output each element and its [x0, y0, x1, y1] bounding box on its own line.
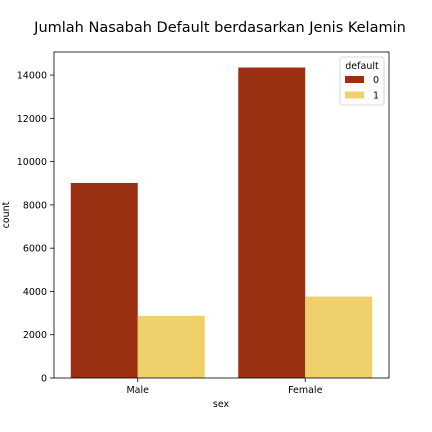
y-tick-label: 12000	[17, 114, 47, 125]
y-tick-label: 10000	[17, 157, 47, 168]
bars-group	[70, 67, 373, 379]
y-tick-label: 8000	[23, 200, 47, 211]
legend-swatch-0	[345, 76, 364, 83]
chart-title: Jumlah Nasabah Default berdasarkan Jenis…	[33, 20, 406, 36]
plot-frame	[53, 51, 390, 379]
legend-label-1: 1	[373, 91, 379, 102]
y-tick-label: 14000	[17, 71, 47, 82]
x-ticks: Male Female	[126, 378, 323, 396]
legend: default 0 1	[339, 56, 385, 106]
legend-title: default	[345, 61, 379, 72]
bar-female-default-1	[305, 296, 373, 378]
bar-male-default-0	[70, 182, 138, 378]
legend-swatch-1	[345, 91, 364, 99]
legend-label-0: 0	[373, 75, 379, 86]
y-tick-label: 4000	[23, 287, 47, 298]
x-tick-label: Male	[126, 385, 149, 396]
y-tick-label: 6000	[23, 244, 47, 255]
y-tick-label: 2000	[23, 330, 47, 341]
bar-male-default-1	[137, 315, 205, 378]
bar-female-default-0	[238, 67, 306, 379]
x-axis-label: sex	[213, 399, 230, 410]
x-tick-label: Female	[288, 385, 323, 396]
y-axis-label: count	[1, 201, 12, 228]
y-tick-label: 0	[41, 374, 47, 385]
y-ticks: 0 2000 4000 6000 8000 10000 12000 14000	[17, 71, 54, 385]
